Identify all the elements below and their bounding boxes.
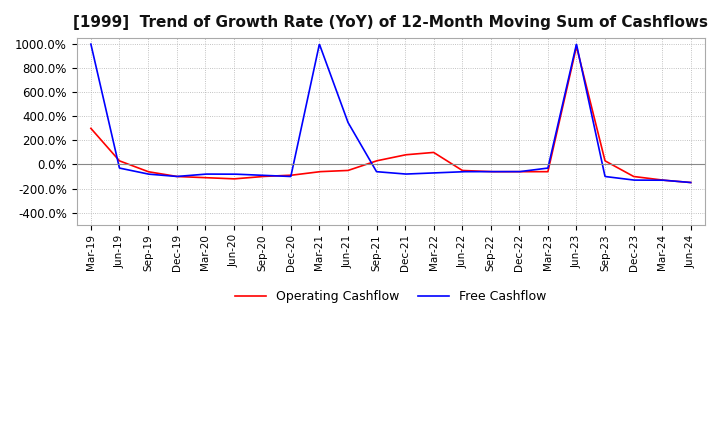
Operating Cashflow: [86, 126, 95, 131]
Operating Cashflow: [670, 179, 678, 184]
Free Cashflow: [559, 99, 567, 104]
Free Cashflow: [86, 41, 95, 47]
Operating Cashflow: [572, 44, 581, 49]
Free Cashflow: [378, 169, 387, 175]
Line: Operating Cashflow: Operating Cashflow: [91, 47, 690, 183]
Free Cashflow: [686, 180, 695, 185]
Operating Cashflow: [362, 161, 371, 167]
Free Cashflow: [362, 152, 371, 157]
Title: [1999]  Trend of Growth Rate (YoY) of 12-Month Moving Sum of Cashflows: [1999] Trend of Growth Rate (YoY) of 12-…: [73, 15, 708, 30]
Free Cashflow: [117, 166, 126, 171]
Operating Cashflow: [686, 180, 695, 185]
Line: Free Cashflow: Free Cashflow: [91, 44, 690, 183]
Operating Cashflow: [378, 157, 387, 162]
Operating Cashflow: [669, 178, 678, 183]
Legend: Operating Cashflow, Free Cashflow: Operating Cashflow, Free Cashflow: [230, 285, 552, 308]
Free Cashflow: [669, 178, 678, 183]
Free Cashflow: [669, 178, 678, 183]
Operating Cashflow: [559, 102, 567, 107]
Operating Cashflow: [117, 159, 126, 164]
